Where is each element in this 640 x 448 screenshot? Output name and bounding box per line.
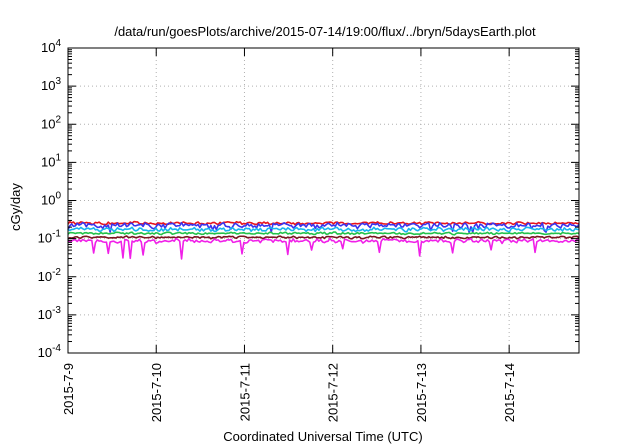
y-tick-label: 100: [41, 191, 61, 208]
y-tick-label: 102: [41, 114, 61, 131]
y-axis: 10-4 10-3 10-2 10-1 100 101 102 103 104: [38, 38, 579, 360]
x-tick-label: 2015-7-10: [149, 363, 164, 422]
y-tick-label: 103: [41, 76, 61, 93]
x-tick-label: 2015-7-9: [61, 363, 76, 415]
x-tick-label: 2015-7-12: [326, 363, 341, 422]
series-line: [67, 237, 580, 260]
y-tick-label: 10-4: [38, 343, 62, 360]
series-line: [67, 235, 580, 240]
series-line: [67, 231, 580, 236]
x-tick-label: 2015-7-13: [414, 363, 429, 422]
y-axis-label: cGy/day: [8, 183, 23, 231]
series-line: [67, 226, 580, 233]
x-tick-label: 2015-7-11: [237, 363, 252, 421]
y-tick-label: 104: [41, 38, 61, 55]
chart-title: /data/run/goesPlots/archive/2015-07-14/1…: [114, 24, 536, 39]
grid-lines: [68, 48, 579, 353]
data-series: [67, 220, 580, 260]
x-axis-label: Coordinated Universal Time (UTC): [223, 429, 422, 444]
y-tick-label: 10-3: [38, 305, 62, 322]
y-tick-label: 10-2: [38, 267, 62, 284]
y-tick-label: 101: [41, 152, 61, 169]
y-tick-label: 10-1: [38, 229, 62, 246]
series-line: [67, 221, 580, 233]
x-tick-label: 2015-7-14: [502, 363, 517, 422]
x-axis: 2015-7-9 2015-7-10 2015-7-11 2015-7-12 2015-…: [61, 48, 517, 422]
